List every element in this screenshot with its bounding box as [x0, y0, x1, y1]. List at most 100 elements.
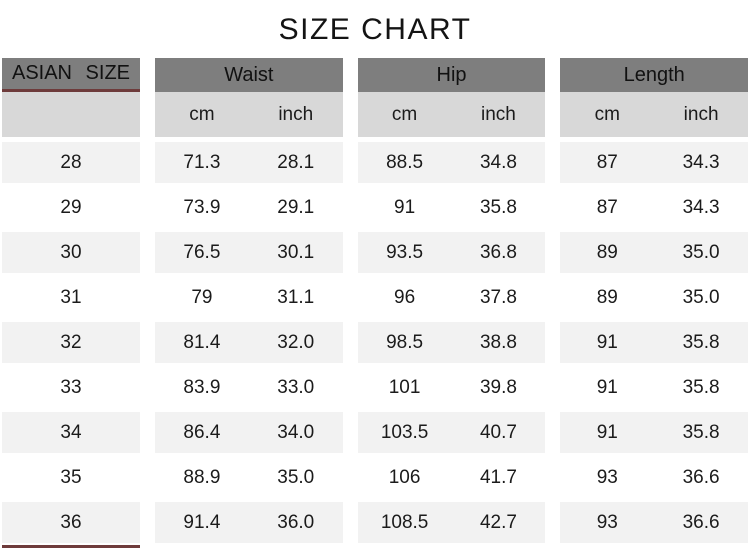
measurement-value: 41.7: [479, 466, 517, 488]
page-title: SIZE CHART: [278, 13, 472, 46]
measurement-value: 87: [596, 196, 618, 218]
measurement-value: 35.8: [682, 331, 720, 353]
measurement-cell: 81.4 32.0: [155, 322, 343, 363]
size-chart-table: ASIAN SIZE 28 29 30 31 32 33 34 35 36 Waist cm i…: [0, 58, 750, 548]
measurement-cell: 91.4 36.0: [155, 502, 343, 543]
measurement-value: 36.0: [277, 511, 315, 533]
measurement-value: 33.0: [277, 376, 315, 398]
measurement-value: 103.5: [380, 421, 429, 443]
length-column-header: Length: [560, 58, 749, 92]
size-cell: 33: [2, 367, 140, 408]
measurement-value: 91: [596, 421, 618, 443]
size-cell: 34: [2, 412, 140, 453]
waist-unit-subheader: cm inch: [155, 92, 343, 137]
measurement-value: 34.3: [682, 196, 720, 218]
measurement-cell: 87 34.3: [560, 187, 749, 228]
measurement-cell: 83.9 33.0: [155, 367, 343, 408]
measurement-value: 30.1: [277, 241, 315, 263]
measurement-value: 38.8: [479, 331, 517, 353]
measurement-value: 88.9: [183, 466, 221, 488]
waist-column: Waist cm inch 71.3 28.1 73.9 29.1 76.5 30.1 79…: [155, 58, 343, 547]
measurement-value: 108.5: [380, 511, 429, 533]
measurement-value: 91: [596, 376, 618, 398]
measurement-value: 73.9: [183, 196, 221, 218]
measurement-cell: 103.5 40.7: [357, 412, 546, 453]
length-column: Length cm inch 87 34.3 87 34.3 89 35.0 89 35.0 9…: [560, 58, 749, 547]
waist-column-header: Waist: [155, 58, 343, 92]
measurement-value: 36.6: [682, 466, 720, 488]
measurement-cell: 91 35.8: [560, 322, 749, 363]
measurement-cell: 106 41.7: [357, 457, 546, 498]
measurement-value: 34.8: [479, 151, 517, 173]
length-unit-subheader: cm inch: [560, 92, 749, 137]
measurement-value: 101: [388, 376, 421, 398]
measurement-value: 86.4: [183, 421, 221, 443]
measurement-value: 35.8: [479, 196, 517, 218]
size-cell: 36: [2, 502, 140, 543]
measurement-value: 36.6: [682, 511, 720, 533]
measurement-value: 32.0: [277, 331, 315, 353]
waist-inch-header: inch: [278, 103, 314, 125]
measurement-cell: 86.4 34.0: [155, 412, 343, 453]
measurement-value: 87: [596, 151, 618, 173]
measurement-cell: 71.3 28.1: [155, 142, 343, 183]
measurement-value: 91: [596, 331, 618, 353]
measurement-value: 35.0: [682, 286, 720, 308]
measurement-value: 31.1: [277, 286, 315, 308]
size-column: ASIAN SIZE 28 29 30 31 32 33 34 35 36: [2, 58, 140, 548]
measurement-value: 106: [388, 466, 421, 488]
measurement-cell: 91 35.8: [560, 412, 749, 453]
measurement-cell: 89 35.0: [560, 232, 749, 273]
measurement-cell: 91 35.8: [357, 187, 546, 228]
size-cell: 32: [2, 322, 140, 363]
measurement-value: 28.1: [277, 151, 315, 173]
size-cell: 30: [2, 232, 140, 273]
measurement-value: 93.5: [386, 241, 424, 263]
measurement-value: 91.4: [183, 511, 221, 533]
measurement-value: 71.3: [183, 151, 221, 173]
hip-column-header: Hip: [357, 58, 546, 92]
measurement-value: 37.8: [479, 286, 517, 308]
measurement-value: 35.8: [682, 376, 720, 398]
length-rows: 87 34.3 87 34.3 89 35.0 89 35.0 91 35.8 91 35.8 91 35…: [560, 142, 749, 547]
measurement-cell: 93 36.6: [560, 457, 749, 498]
hip-cm-header: cm: [391, 103, 418, 125]
measurement-cell: 88.5 34.8: [357, 142, 546, 183]
measurement-cell: 79 31.1: [155, 277, 343, 318]
hip-column: Hip cm inch 88.5 34.8 91 35.8 93.5 36.8 96 37.8…: [357, 58, 546, 547]
measurement-value: 34.3: [682, 151, 720, 173]
measurement-value: 79: [191, 286, 213, 308]
length-inch-header: inch: [683, 103, 719, 125]
measurement-cell: 76.5 30.1: [155, 232, 343, 273]
size-column-header: ASIAN SIZE: [2, 58, 140, 92]
measurement-value: 35.8: [682, 421, 720, 443]
size-cell: 29: [2, 187, 140, 228]
measurement-value: 40.7: [479, 421, 517, 443]
measurement-cell: 108.5 42.7: [357, 502, 546, 543]
measurement-cell: 93 36.6: [560, 502, 749, 543]
measurement-cell: 89 35.0: [560, 277, 749, 318]
hip-rows: 88.5 34.8 91 35.8 93.5 36.8 96 37.8 98.5 38.8 101 3…: [357, 142, 546, 547]
measurement-cell: 98.5 38.8: [357, 322, 546, 363]
hip-inch-header: inch: [481, 103, 516, 125]
measurement-cell: 91 35.8: [560, 367, 749, 408]
size-column-subheader-empty: [2, 92, 140, 137]
measurement-value: 29.1: [277, 196, 315, 218]
measurement-value: 81.4: [183, 331, 221, 353]
measurement-value: 93: [596, 466, 618, 488]
measurement-value: 83.9: [183, 376, 221, 398]
measurement-value: 35.0: [277, 466, 315, 488]
measurement-cell: 87 34.3: [560, 142, 749, 183]
size-cell: 28: [2, 142, 140, 183]
size-cell: 31: [2, 277, 140, 318]
waist-rows: 71.3 28.1 73.9 29.1 76.5 30.1 79 31.1 81.4 32.0 83…: [155, 142, 343, 547]
measurement-value: 35.0: [682, 241, 720, 263]
measurement-value: 96: [394, 286, 416, 308]
size-cell: 35: [2, 457, 140, 498]
measurement-cell: 101 39.8: [357, 367, 546, 408]
measurement-value: 89: [596, 286, 618, 308]
measurement-value: 34.0: [277, 421, 315, 443]
measurement-value: 39.8: [479, 376, 517, 398]
measurement-value: 36.8: [479, 241, 517, 263]
